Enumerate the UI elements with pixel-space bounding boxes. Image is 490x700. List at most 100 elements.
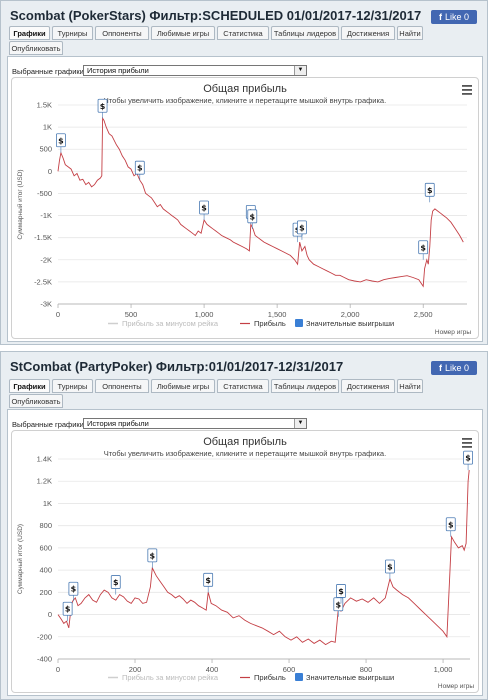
major-win-flag[interactable]: $ (62, 601, 73, 622)
y-tick-label: -1K (40, 211, 52, 220)
profit-chart[interactable]: Общая прибыль Чтобы увеличить изображение… (11, 77, 479, 339)
legend-item-major-wins[interactable]: Значительные выигрыши (306, 319, 394, 328)
major-win-flag[interactable]: $ (56, 133, 66, 153)
tab-statistics[interactable]: Статистика (217, 26, 269, 40)
y-tick-label: -2.5K (34, 277, 52, 286)
graph-select-label: Выбранные графики: (12, 420, 86, 429)
menu-icon-bar (462, 93, 472, 95)
major-win-flag[interactable]: $ (445, 517, 456, 537)
tab-tournaments[interactable]: Турниры (52, 26, 93, 40)
profit-chart[interactable]: Общая прибыль Чтобы увеличить изображение… (11, 430, 479, 693)
chevron-down-icon[interactable]: ▼ (294, 66, 306, 75)
tab-favorite-games[interactable]: Любимые игры (151, 26, 215, 40)
flag-box (97, 98, 108, 113)
tab-achievements[interactable]: Достижения (341, 379, 395, 393)
graph-select-value: История прибыли (87, 66, 149, 75)
major-win-flag[interactable]: $ (110, 575, 121, 595)
major-win-flag[interactable]: $ (333, 597, 344, 617)
menu-icon[interactable] (462, 85, 472, 95)
x-tick-label: 2,000 (341, 310, 360, 319)
flag-box (418, 240, 429, 255)
facebook-like-button[interactable]: f Like 0 (431, 10, 477, 24)
tab-opponents[interactable]: Оппоненты (95, 379, 149, 393)
tab-publish[interactable]: Опубликовать (9, 394, 63, 408)
chevron-down-icon[interactable]: ▼ (294, 419, 306, 428)
tab-search[interactable]: Найти (397, 26, 423, 40)
tab-publish[interactable]: Опубликовать (9, 41, 63, 55)
x-axis-label: Номер игры (438, 683, 474, 690)
facebook-like-button[interactable]: f Like 0 (431, 361, 477, 375)
y-tick-label: 0 (48, 167, 52, 176)
x-tick-label: 400 (206, 665, 219, 674)
major-win-flag[interactable]: $ (247, 209, 258, 229)
tab-tournaments[interactable]: Турниры (52, 379, 93, 393)
major-win-flag[interactable]: $ (418, 240, 429, 260)
menu-icon-bar (462, 85, 472, 87)
dollar-icon: $ (65, 605, 71, 614)
flag-box (385, 559, 395, 574)
legend-item-net-profit[interactable]: Прибыль за минусом рейка (122, 319, 219, 328)
dollar-icon: $ (387, 563, 393, 572)
series-line-profit[interactable] (57, 470, 470, 646)
legend-item-profit[interactable]: Прибыль (254, 673, 286, 682)
x-tick-label: 600 (283, 665, 296, 674)
flag-box (247, 209, 258, 224)
flag-box (445, 517, 456, 532)
y-tick-label: -1.5K (34, 233, 52, 242)
menu-icon-bar (462, 442, 472, 444)
y-tick-label: 1K (43, 499, 52, 508)
dollar-icon: $ (71, 585, 77, 594)
graph-select-label: Выбранные графики: (12, 67, 86, 76)
flag-box (56, 133, 66, 148)
flag-box (134, 160, 145, 175)
major-win-flag[interactable]: $ (134, 160, 145, 181)
tab-opponents[interactable]: Оппоненты (95, 26, 149, 40)
tab-search[interactable]: Найти (397, 379, 423, 393)
major-win-flag[interactable]: $ (297, 220, 307, 240)
chart-subtitle: Чтобы увеличить изображение, кликните и … (104, 449, 386, 458)
major-win-flag[interactable]: $ (463, 450, 473, 471)
major-win-flag[interactable]: $ (385, 559, 395, 579)
legend-item-net-profit[interactable]: Прибыль за минусом рейка (122, 673, 219, 682)
major-win-flag[interactable]: $ (203, 572, 214, 593)
tab-statistics[interactable]: Статистика (217, 379, 269, 393)
major-win-flag[interactable]: $ (199, 200, 209, 220)
y-tick-label: -400 (37, 655, 52, 664)
tab-favorite-games[interactable]: Любимые игры (151, 379, 215, 393)
series-line-profit[interactable] (57, 116, 464, 288)
graph-panel-partypoker: StCombat (PartyPoker) Фильтр:01/01/2017-… (0, 351, 488, 700)
tab-leaderboards[interactable]: Таблицы лидеров (271, 26, 339, 40)
panel-title: StCombat (PartyPoker) Фильтр:01/01/2017-… (10, 359, 344, 374)
major-win-flag[interactable]: $ (68, 581, 79, 602)
flag-box (62, 601, 73, 616)
tab-charts[interactable]: Графики (9, 379, 50, 393)
legend-item-profit[interactable]: Прибыль (254, 319, 286, 328)
y-tick-label: 800 (39, 521, 52, 530)
legend-item-major-wins[interactable]: Значительные выигрыши (306, 673, 394, 682)
legend-marker-major-wins (295, 673, 303, 681)
y-tick-label: 1K (43, 123, 52, 132)
menu-icon-bar (462, 438, 472, 440)
tab-content: Выбранные графики: История прибыли ▼ Обща… (7, 409, 483, 696)
flag-box (110, 575, 121, 589)
like-label: Like 0 (444, 12, 470, 22)
tab-charts[interactable]: Графики (9, 26, 50, 40)
tab-achievements[interactable]: Достижения (341, 26, 395, 40)
dollar-icon: $ (100, 102, 106, 111)
y-tick-label: 1.2K (37, 477, 52, 486)
menu-icon[interactable] (462, 438, 472, 448)
major-win-flag[interactable]: $ (147, 548, 158, 568)
graph-select[interactable]: История прибыли ▼ (83, 418, 307, 429)
major-win-flag[interactable]: $ (336, 584, 346, 604)
graph-select[interactable]: История прибыли ▼ (83, 65, 307, 76)
y-axis-label: Суммарный итог (USD) (16, 169, 24, 239)
tab-content: Выбранные графики: История прибыли ▼ Обща… (7, 56, 483, 342)
major-win-flag[interactable]: $ (97, 98, 108, 119)
tab-leaderboards[interactable]: Таблицы лидеров (271, 379, 339, 393)
graph-panel-pokerstars: Scombat (PokerStars) Фильтр:SCHEDULED 01… (0, 0, 488, 345)
dollar-icon: $ (150, 551, 156, 560)
legend: Прибыль за минусом рейка Прибыль Значитель… (108, 319, 394, 328)
major-win-flag[interactable]: $ (424, 182, 435, 203)
